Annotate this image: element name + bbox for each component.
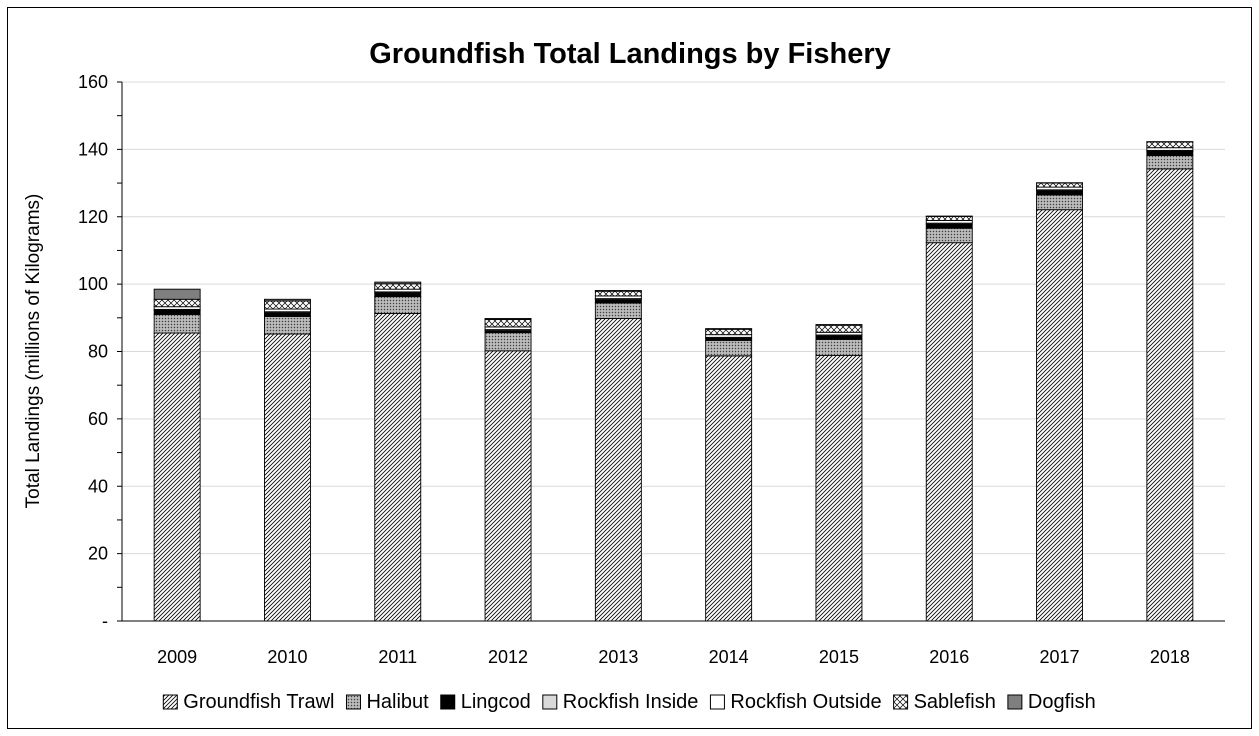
bar-segment	[264, 298, 311, 302]
bar-segment	[815, 355, 863, 622]
y-tick-label: -	[102, 611, 108, 631]
bar-segment	[705, 328, 753, 336]
y-tick-label: 140	[78, 139, 108, 159]
bar-segment	[815, 324, 863, 326]
bar-segment	[264, 333, 311, 622]
bar-segment	[484, 318, 532, 320]
x-tick-label: 2012	[488, 647, 528, 667]
legend-swatch	[1007, 694, 1023, 710]
bar-segment	[153, 309, 201, 315]
bar-segment	[374, 296, 422, 314]
legend-label: Rockfish Outside	[730, 691, 881, 713]
x-tick-label: 2014	[709, 647, 749, 667]
bar-segment	[1146, 154, 1194, 170]
bar-segment	[153, 332, 201, 622]
bar-segment	[264, 316, 311, 335]
bar-segment	[153, 313, 201, 334]
bar-segment	[374, 312, 422, 622]
bar-segment	[925, 223, 973, 229]
legend-swatch	[345, 694, 361, 710]
bar-segment	[1146, 141, 1194, 149]
bar-segment	[1146, 168, 1194, 622]
bar-segment	[705, 328, 753, 330]
legend-label: Rockfish Inside	[563, 691, 699, 713]
bar-segment	[1036, 194, 1084, 211]
bar-segment	[484, 319, 532, 328]
x-tick-labels: 2009 2010 2011 2012 2013 2014 2015 2016 2017 2018	[157, 647, 1190, 667]
y-tick-label: 80	[88, 342, 108, 362]
bar-segment	[264, 300, 311, 310]
legend: Groundfish Trawl Halibut Lingcod Rockfish I…	[162, 691, 1096, 713]
legend-swatch	[893, 694, 909, 710]
x-tick-label: 2011	[378, 647, 417, 667]
legend-swatch	[440, 694, 456, 710]
bar-segment	[594, 290, 642, 292]
bar-segment	[594, 302, 642, 319]
bar-segment	[925, 215, 973, 221]
bar-segment	[925, 227, 973, 244]
y-tick-label: 160	[78, 72, 108, 92]
x-tick-label: 2015	[819, 647, 859, 667]
bar-segment	[594, 299, 642, 304]
chart-title: Groundfish Total Landings by Fishery	[369, 38, 891, 70]
legend-label: Halibut	[366, 691, 429, 713]
legend-swatch	[162, 694, 178, 710]
y-axis-label: Total Landings (millions of Kilograms)	[23, 194, 44, 509]
bar-segment	[374, 283, 422, 290]
bar-segment	[925, 242, 973, 622]
bar-segment	[705, 339, 753, 357]
bar-segment	[374, 281, 422, 285]
bar-segment	[705, 355, 753, 622]
bar-segment	[594, 290, 642, 297]
y-tick-label: 60	[88, 409, 108, 429]
bar-segment	[815, 338, 863, 356]
legend-label: Sablefish	[914, 691, 996, 713]
bar-segment	[1036, 209, 1084, 622]
y-tick-label: 120	[78, 207, 108, 227]
x-tick-label: 2018	[1150, 647, 1190, 667]
legend-swatch	[709, 694, 725, 710]
bar-segment	[264, 312, 311, 317]
bars	[153, 141, 1194, 622]
x-tick-label: 2013	[598, 647, 638, 667]
x-tick-label: 2016	[929, 647, 969, 667]
bar-segment	[484, 332, 532, 352]
y-tick-label: 20	[88, 544, 108, 564]
x-tick-label: 2009	[157, 647, 197, 667]
bar-segment	[815, 324, 863, 333]
legend-swatch	[542, 694, 558, 710]
bar-segment	[815, 335, 863, 340]
bar-segment	[1036, 190, 1084, 196]
legend-label: Groundfish Trawl	[183, 691, 334, 713]
bar-segment	[484, 350, 532, 622]
x-tick-label: 2017	[1040, 647, 1080, 667]
bar-segment	[153, 298, 201, 308]
bar-segment	[1036, 182, 1084, 188]
legend-label: Lingcod	[461, 691, 531, 713]
bar-segment	[1146, 150, 1194, 156]
bar-segment	[594, 318, 642, 622]
y-tick-label: 100	[78, 274, 108, 294]
bar-segment	[374, 292, 422, 298]
y-tick-labels: - 20 40 60 80 100 120 140 160	[78, 72, 108, 631]
legend-label: Dogfish	[1028, 691, 1096, 713]
bar-segment	[153, 288, 201, 300]
y-tick-label: 40	[88, 476, 108, 496]
x-tick-label: 2010	[267, 647, 307, 667]
